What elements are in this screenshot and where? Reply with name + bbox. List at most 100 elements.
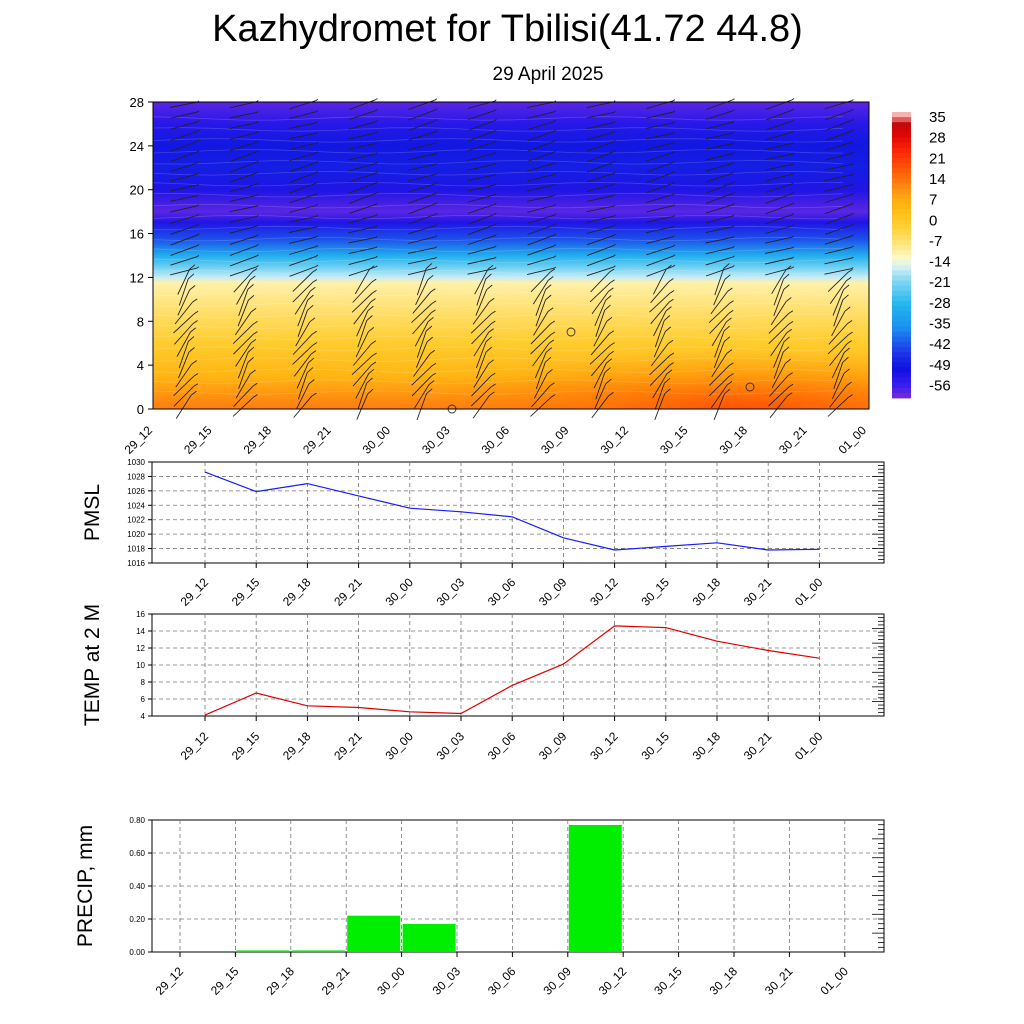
contour-line — [152, 181, 843, 187]
wind-barb-flag — [434, 130, 438, 133]
y-tick-label: 0.40 — [129, 882, 145, 891]
wind-barb-shaft — [527, 234, 555, 246]
wind-barb-flag — [732, 192, 735, 195]
contour-line — [152, 214, 844, 220]
colorbar-tick-label: 21 — [929, 150, 946, 167]
contour-line — [152, 302, 844, 308]
colorbar-tick-label: 28 — [929, 130, 946, 147]
wind-barb-flag — [372, 290, 377, 294]
wind-barb-flag — [609, 330, 615, 335]
wind-barb-flag — [792, 266, 795, 269]
colorbar-band — [892, 255, 911, 261]
y-tick-label: 1016 — [127, 559, 145, 568]
colorbar-band — [892, 331, 911, 338]
wind-barb-shaft — [824, 163, 853, 171]
wind-barb-flag — [791, 108, 795, 111]
wind-barb-flag — [672, 99, 676, 102]
wind-barb-shaft — [833, 362, 844, 389]
wind-barb-shaft — [527, 111, 555, 119]
wind-barb-flag — [843, 368, 850, 374]
wind-barb-shaft — [595, 310, 606, 337]
x-tick-label: 30_18 — [690, 575, 724, 609]
wind-barb-flag — [430, 288, 436, 293]
colorbar-band — [892, 122, 911, 128]
contour-line — [152, 149, 844, 154]
wind-barb-shaft — [229, 141, 257, 152]
colorbar-band — [892, 321, 911, 327]
wind-barb-shaft — [831, 373, 845, 399]
wind-barb-flag — [315, 151, 319, 154]
page-title: Kazhydromet for Tbilisi(41.72 44.8) — [212, 8, 803, 50]
wind-barb-flag — [494, 118, 497, 122]
wind-barb-shaft — [169, 101, 198, 108]
wind-barb-flag — [256, 193, 259, 196]
precip-bar — [568, 825, 622, 952]
wind-barb-flag — [488, 359, 494, 364]
colorbar-band — [892, 367, 911, 373]
wind-barb-flag — [375, 152, 378, 155]
wind-barb-flag — [315, 264, 319, 267]
x-tick-label: 29_15 — [229, 575, 263, 609]
wind-barb-flag — [554, 203, 557, 206]
wind-barb-flag — [315, 170, 319, 174]
wind-barb-shaft — [416, 330, 427, 358]
wind-barb-flag — [247, 346, 255, 353]
wind-barb-flag — [316, 203, 319, 206]
heatmap-frame — [152, 101, 870, 410]
wind-barb-shaft — [415, 279, 429, 305]
wind-barb-shaft — [824, 184, 853, 192]
wind-barb-flag — [673, 121, 676, 124]
wind-barb-flag — [846, 340, 852, 345]
wind-barb-shaft — [471, 323, 492, 345]
wind-barb-flag — [846, 381, 852, 386]
heatmap-x-tick-label: 30_12 — [598, 423, 632, 457]
colorbar-band — [892, 280, 911, 287]
colorbar-band — [892, 117, 911, 123]
precip-bar — [402, 924, 456, 952]
x-tick-label: 30_03 — [434, 575, 468, 609]
wind-barb-flag — [249, 275, 256, 281]
wind-barb-flag — [792, 256, 794, 259]
wind-barb-shaft — [229, 122, 257, 129]
wind-barb-shaft — [705, 215, 733, 224]
wind-barb-shaft — [714, 330, 725, 358]
wind-barb-flag — [256, 244, 259, 247]
page-subtitle: 29 April 2025 — [492, 64, 604, 85]
wind-barb-flag — [608, 287, 614, 292]
colorbar-band — [892, 219, 911, 225]
wind-barb-shaft — [348, 110, 376, 121]
y-tick-label: 1022 — [127, 516, 145, 525]
colorbar-band — [892, 142, 911, 149]
wind-barb-flag — [613, 140, 616, 143]
wind-barb-flag — [851, 140, 854, 143]
heatmap-x-tick-label: 30_15 — [657, 423, 691, 457]
wind-barb-shaft — [770, 332, 788, 357]
wind-barb-shaft — [586, 235, 614, 246]
wind-barb-shaft — [229, 194, 258, 203]
wind-barb-shaft — [292, 344, 314, 365]
wind-barb-shaft — [705, 266, 733, 277]
wind-barb-shaft — [527, 141, 555, 152]
wind-barb-shaft — [170, 141, 198, 152]
wind-barb-flag — [434, 98, 438, 101]
wind-barb-flag — [792, 141, 795, 144]
wind-barb-shaft — [289, 246, 317, 255]
wind-barb-flag — [668, 278, 674, 282]
wind-barb-shaft — [710, 384, 728, 409]
wind-barb-shaft — [646, 183, 674, 194]
wind-barb-flag — [367, 305, 374, 312]
wind-barb-shaft — [232, 396, 254, 417]
wind-barb-shaft — [586, 225, 614, 234]
wind-barb-flag — [197, 194, 200, 197]
wind-barb-flag — [435, 235, 438, 238]
wind-barb-shaft — [705, 246, 734, 255]
wind-barb-flag — [843, 284, 850, 291]
wind-barb-flag — [723, 336, 731, 342]
wind-barb-shaft — [170, 131, 198, 141]
wind-barb-shaft — [289, 152, 317, 162]
wind-barb-flag — [554, 172, 557, 175]
colorbar-band — [892, 392, 911, 399]
wind-barb-shaft — [467, 120, 495, 131]
wind-barb-flag — [189, 264, 196, 270]
wind-barb-shaft — [288, 142, 317, 151]
